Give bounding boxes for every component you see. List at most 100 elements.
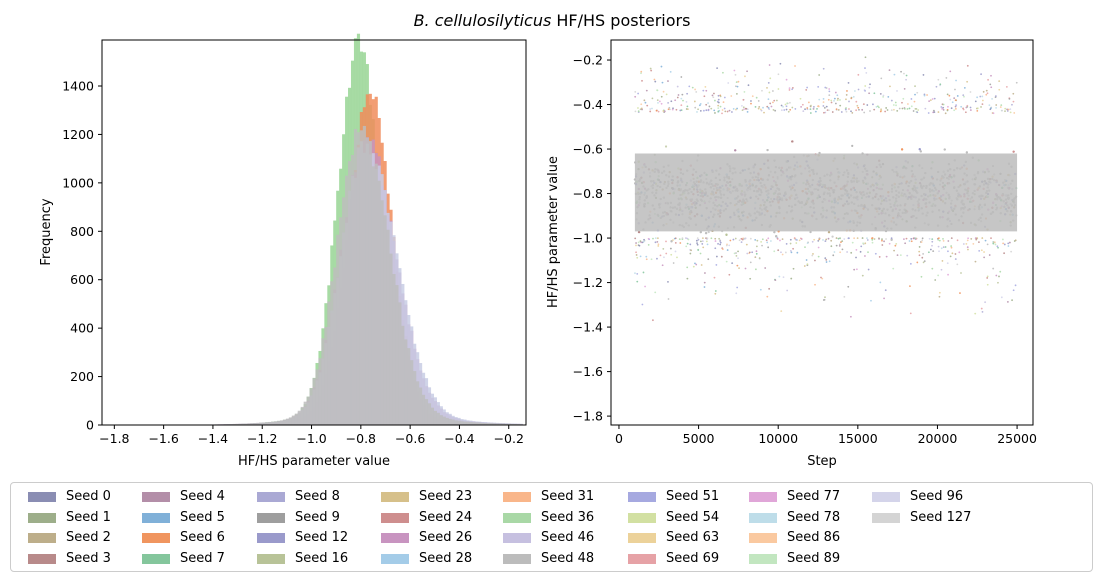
histogram-bar: [395, 285, 399, 425]
trace-point: [640, 103, 643, 106]
histogram-bar: [484, 422, 488, 425]
trace-point: [847, 81, 850, 84]
trace-point: [717, 107, 720, 110]
histogram-bar: [433, 410, 437, 425]
trace-point: [771, 90, 774, 92]
histogram-bar: [377, 180, 381, 425]
histogram-bar: [427, 403, 432, 425]
trace-point: [703, 286, 706, 288]
histogram-bar: [490, 423, 494, 425]
histogram-bar: [285, 418, 290, 425]
trace-point: [861, 108, 864, 111]
trace-point: [906, 108, 909, 110]
trace-point: [848, 108, 850, 110]
trace-point: [980, 249, 983, 252]
trace-point: [895, 243, 898, 245]
trace-point: [1012, 150, 1015, 153]
histogram-bar: [312, 378, 316, 425]
histogram-bar: [318, 358, 322, 425]
figure-title: B. cellulosilyticus HF/HS posteriors: [414, 11, 691, 30]
figure-title-italic: B. cellulosilyticus: [414, 11, 552, 30]
trace-point: [787, 110, 790, 113]
trace-point: [869, 83, 871, 86]
histogram-bar: [303, 401, 307, 425]
trace-core-band: [634, 153, 1018, 232]
histogram-bar: [353, 129, 358, 426]
trace-point: [827, 237, 830, 240]
trace-point: [634, 90, 637, 93]
trace-point: [689, 252, 692, 255]
trace-point: [675, 108, 678, 111]
trace-point: [1012, 92, 1015, 95]
trace-point: [1008, 241, 1011, 244]
trace-point: [839, 99, 841, 101]
histogram-bar: [413, 371, 417, 425]
histogram-bar: [247, 423, 251, 425]
trace-point: [947, 240, 950, 242]
figure-title-rest: HF/HS posteriors: [551, 11, 690, 30]
trace-point: [828, 90, 831, 93]
trace-point: [789, 101, 791, 104]
trace-point: [931, 98, 934, 100]
histogram-bar: [510, 423, 514, 425]
histogram-bar: [495, 423, 500, 425]
trace-point: [731, 111, 733, 113]
histogram-bar: [350, 154, 355, 425]
histogram-bar: [256, 422, 260, 425]
trace-point: [761, 89, 763, 92]
histogram-bar: [277, 420, 281, 425]
histogram-bar: [374, 163, 378, 425]
trace-point: [798, 239, 801, 242]
trace-point: [908, 107, 911, 110]
trace-point: [786, 289, 789, 292]
trace-point: [657, 110, 660, 113]
histogram-bar: [424, 399, 429, 425]
trace-point: [732, 108, 735, 110]
histogram-y-tick-label: 1200: [62, 127, 94, 142]
trace-point: [830, 245, 833, 248]
trace-point: [855, 100, 858, 103]
trace-point: [735, 81, 738, 84]
trace-point: [713, 276, 716, 279]
trace-point: [780, 109, 783, 112]
trace-point: [966, 64, 969, 67]
histogram-bar: [380, 200, 384, 425]
histogram-bar: [407, 348, 411, 425]
trace-point: [686, 266, 689, 269]
trace-point: [811, 240, 814, 243]
histogram-bar: [297, 410, 301, 425]
trace-point: [831, 235, 834, 238]
trace-point: [707, 230, 710, 234]
trace-point: [817, 239, 820, 242]
histogram-axes-frame: [101, 39, 527, 426]
histogram-y-tick-label: 200: [70, 369, 94, 384]
histogram-x-tick-label: −1.8: [99, 431, 129, 446]
trace-point: [777, 73, 780, 76]
trace-point: [997, 246, 999, 249]
trace-point: [715, 255, 718, 258]
histogram-y-tick-label: 600: [70, 272, 94, 287]
trace-point: [909, 285, 911, 288]
trace-point: [770, 105, 773, 108]
trace-point: [776, 238, 779, 240]
trace-point: [656, 237, 659, 240]
histogram-x-tick-label: −0.2: [494, 431, 524, 446]
trace-point: [734, 149, 737, 152]
histogram-x-label: HF/HS parameter value: [238, 454, 390, 469]
trace-point: [873, 238, 876, 240]
trace-point: [735, 254, 738, 257]
trace-point: [942, 239, 945, 242]
histogram-bar: [504, 423, 508, 425]
trace-point: [822, 97, 825, 100]
trace-point: [839, 237, 842, 240]
trace-point: [809, 230, 812, 234]
trace-point: [750, 100, 752, 102]
trace-point: [953, 109, 956, 112]
trace-point: [720, 255, 723, 258]
trace-point: [864, 56, 867, 59]
trace-point: [962, 243, 965, 245]
histogram-bar: [232, 423, 236, 425]
trace-point: [899, 254, 902, 257]
histogram-bar: [478, 422, 482, 425]
